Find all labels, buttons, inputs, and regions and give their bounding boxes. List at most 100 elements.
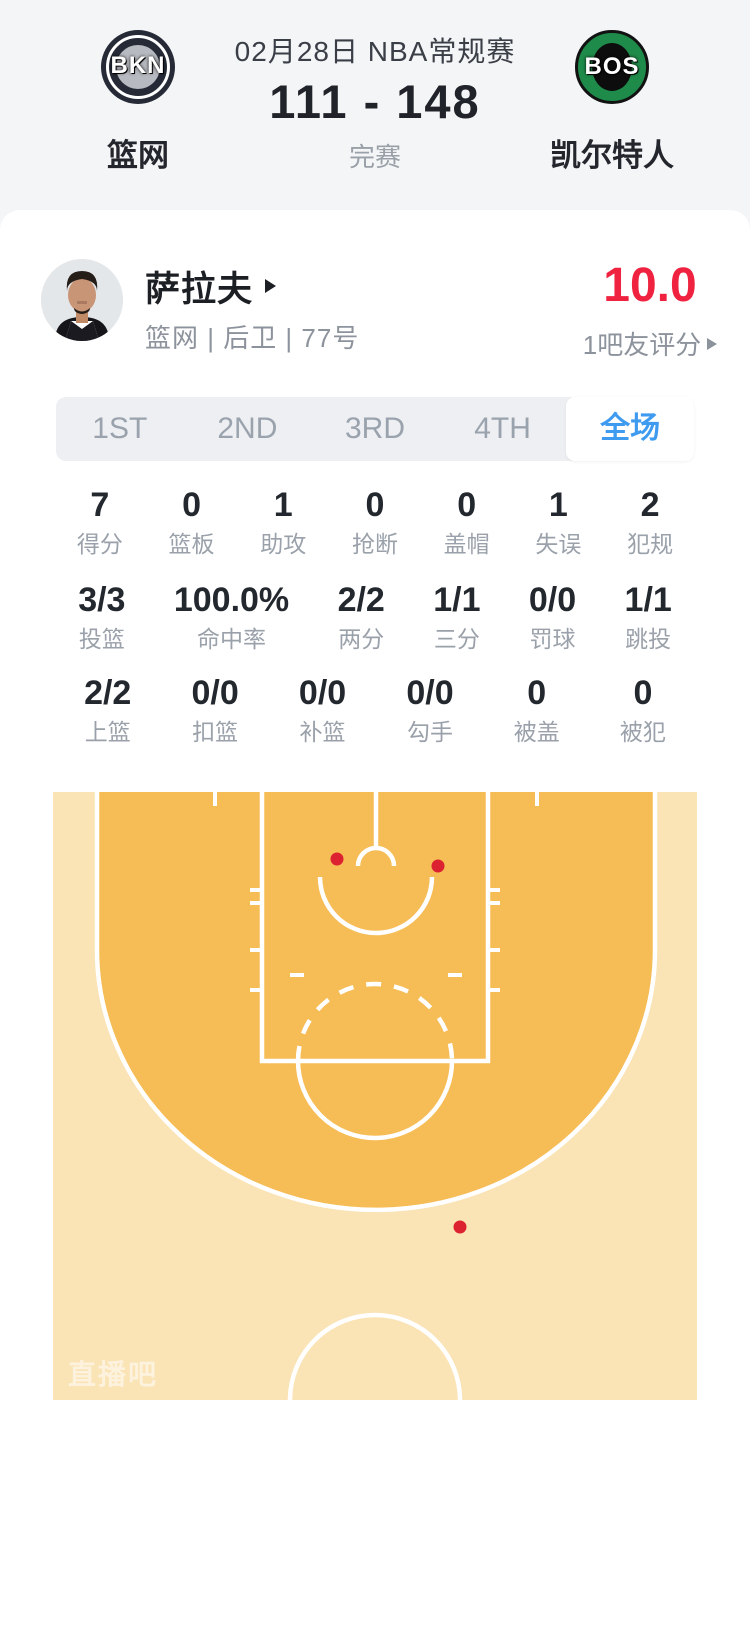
home-team: BKN 篮网 — [28, 30, 248, 175]
logo-ring — [106, 35, 170, 99]
away-team-name: 凯尔特人 — [550, 138, 674, 173]
stats-row-shooting: 3/3 投篮 100.0% 命中率 2/2 两分 1/1 三分 0/0 罚球 1… — [0, 581, 750, 655]
away-team-abbr: BOS — [584, 53, 640, 80]
tab-4th[interactable]: 4TH — [474, 412, 531, 445]
shot-marker — [453, 1220, 467, 1234]
stat-value: 3/3 — [78, 581, 126, 619]
stat-fg: 3/3 投篮 — [78, 581, 125, 655]
stat-turnovers: 1 失误 — [535, 486, 581, 560]
player-name-link[interactable]: 萨拉夫 — [145, 266, 277, 309]
stat-blocks: 0 盖帽 — [444, 486, 490, 560]
stat-label: 被犯 — [619, 719, 666, 745]
stat-value: 1 — [548, 486, 568, 524]
away-team-logo-icon: BOS — [575, 30, 649, 104]
stats-row-detail: 2/2 上篮 0/0 扣篮 0/0 补篮 0/0 勾手 0 被盖 0 被犯 — [0, 674, 750, 748]
match-status: 完赛 — [348, 142, 401, 172]
shot-marker — [330, 852, 344, 866]
stat-dunk: 0/0 扣篮 — [192, 674, 239, 748]
stat-value: 0/0 — [298, 674, 347, 712]
stat-fouled: 0 被犯 — [620, 674, 666, 748]
stat-label: 盖帽 — [443, 531, 490, 557]
stat-value: 0/0 — [191, 674, 239, 712]
stat-label: 助攻 — [260, 531, 307, 557]
stat-putback: 0/0 补篮 — [299, 674, 346, 748]
quarter-tabs: 1ST 2ND 3RD 4TH 全场 — [56, 397, 694, 461]
rating-label: 1吧友评分 — [582, 330, 702, 360]
stat-fg-pct: 100.0% 命中率 — [174, 581, 289, 655]
shot-markers — [330, 852, 467, 1234]
stat-label: 被盖 — [513, 719, 560, 745]
center-circle — [287, 1312, 463, 1401]
stat-ft: 0/0 罚球 — [529, 581, 576, 655]
free-throw-circle-solid — [295, 1060, 455, 1141]
stat-value: 0 — [365, 486, 385, 524]
stat-assists: 1 助攻 — [260, 486, 306, 560]
tab-3rd[interactable]: 3RD — [344, 412, 405, 445]
shot-chart: 直播吧 — [53, 792, 697, 1401]
stat-value: 0/0 — [528, 581, 577, 619]
stat-value: 0/0 — [406, 674, 454, 712]
stat-value: 0 — [633, 674, 653, 712]
tab-2nd[interactable]: 2ND — [217, 412, 278, 445]
tab-1st[interactable]: 1ST — [92, 412, 148, 445]
chevron-right-icon — [265, 279, 277, 293]
player-meta: 篮网 | 后卫 | 77号 — [145, 323, 360, 353]
player-avatar-image — [41, 259, 123, 341]
stat-label: 命中率 — [197, 626, 266, 652]
stat-label: 两分 — [338, 626, 385, 652]
stat-rebounds: 0 篮板 — [169, 486, 215, 560]
stat-value: 2 — [640, 486, 660, 524]
rating-value: 10.0 — [603, 259, 697, 312]
stat-hook: 0/0 勾手 — [406, 674, 453, 748]
stat-3pt: 1/1 三分 — [433, 581, 480, 655]
shot-marker — [431, 859, 445, 873]
player-rating[interactable]: 10.0 1吧友评分 — [560, 258, 740, 362]
court-svg: 直播吧 — [53, 792, 697, 1401]
arrow-right-icon — [707, 337, 718, 350]
stat-label: 篮板 — [168, 531, 215, 557]
stat-label: 犯规 — [627, 531, 674, 557]
stat-value: 1/1 — [624, 581, 672, 619]
free-throw-circle-dashed — [295, 981, 455, 1062]
three-point-line — [94, 792, 658, 1213]
stat-value: 0 — [182, 486, 201, 524]
away-team: BOS 凯尔特人 — [502, 30, 722, 175]
stat-points: 7 得分 — [77, 486, 123, 560]
stat-label: 投篮 — [78, 626, 125, 652]
stat-jumpshot: 1/1 跳投 — [625, 581, 672, 655]
stat-label: 扣篮 — [192, 719, 239, 745]
tab-full-game[interactable]: 全场 — [566, 397, 694, 461]
player-stats-card: 萨拉夫 篮网 | 后卫 | 77号 10.0 1吧友评分 1ST 2ND 3RD… — [0, 210, 750, 1629]
stat-label: 抢断 — [351, 531, 398, 557]
rim-arc — [355, 845, 397, 867]
stat-blocked: 0 被盖 — [514, 674, 560, 748]
stat-fouls: 2 犯规 — [627, 486, 673, 560]
stat-value: 0 — [527, 674, 547, 712]
stat-label: 三分 — [433, 626, 480, 652]
stat-value: 1 — [273, 486, 293, 524]
stats-row-basic: 7 得分 0 篮板 1 助攻 0 抢断 0 盖帽 1 失误 — [0, 486, 750, 560]
stat-value: 1/1 — [433, 581, 481, 619]
basketball-shape — [116, 45, 160, 89]
stat-label: 上篮 — [84, 719, 131, 745]
player-avatar[interactable] — [41, 259, 123, 341]
stat-label: 得分 — [76, 531, 123, 557]
player-name: 萨拉夫 — [145, 269, 254, 309]
court-watermark: 直播吧 — [68, 1359, 158, 1390]
stat-value: 7 — [90, 486, 110, 524]
stat-label: 失误 — [535, 531, 582, 557]
home-team-logo-icon: BKN — [101, 30, 175, 104]
lane-hash-marks — [213, 792, 539, 992]
match-header: 02月28日 NBA常规赛 111 - 148 完赛 BKN 篮网 BOS 凯尔… — [0, 0, 750, 210]
home-team-name: 篮网 — [107, 138, 169, 173]
rating-label-row: 1吧友评分 — [560, 325, 740, 362]
stat-label: 罚球 — [529, 626, 576, 652]
home-team-abbr: BKN — [110, 52, 166, 79]
stat-label: 跳投 — [625, 626, 672, 652]
stat-steals: 0 抢断 — [352, 486, 398, 560]
stat-2pt: 2/2 两分 — [338, 581, 385, 655]
stat-value: 2/2 — [337, 581, 385, 619]
stat-label: 勾手 — [406, 719, 453, 745]
match-date: 02月28日 NBA常规赛 — [234, 36, 516, 67]
